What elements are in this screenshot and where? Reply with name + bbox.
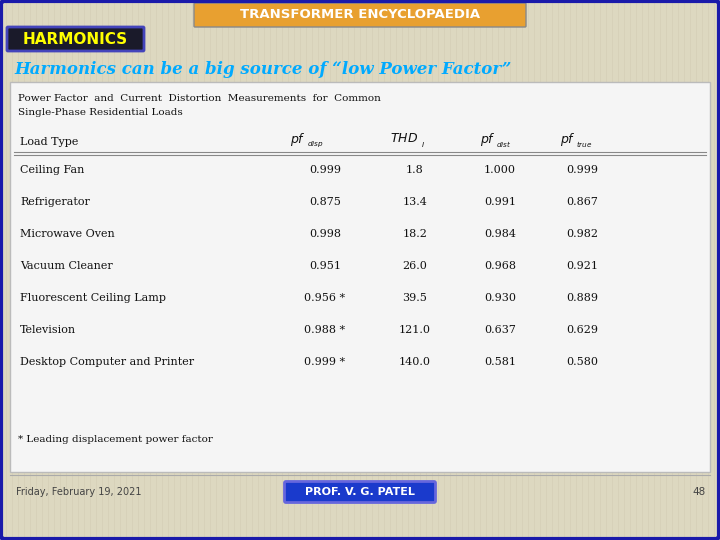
- Text: Harmonics can be a big source of “low Power Factor”: Harmonics can be a big source of “low Po…: [14, 62, 511, 78]
- Text: 0.999: 0.999: [566, 165, 598, 175]
- Text: $_{disp}$: $_{disp}$: [307, 140, 324, 150]
- Text: Desktop Computer and Printer: Desktop Computer and Printer: [20, 357, 194, 367]
- Text: Load Type: Load Type: [20, 137, 78, 147]
- Text: 0.581: 0.581: [484, 357, 516, 367]
- Text: $THD$: $THD$: [390, 132, 418, 145]
- Text: 39.5: 39.5: [402, 293, 428, 303]
- Text: Vacuum Cleaner: Vacuum Cleaner: [20, 261, 113, 271]
- Text: HARMONICS: HARMONICS: [23, 31, 128, 46]
- Text: 0.988 *: 0.988 *: [305, 325, 346, 335]
- Text: $_{I}$: $_{I}$: [421, 140, 425, 150]
- Text: PROF. V. G. PATEL: PROF. V. G. PATEL: [305, 487, 415, 497]
- Text: 0.998: 0.998: [309, 229, 341, 239]
- FancyBboxPatch shape: [10, 82, 710, 472]
- Text: Ceiling Fan: Ceiling Fan: [20, 165, 84, 175]
- FancyBboxPatch shape: [7, 27, 144, 51]
- Text: 0.991: 0.991: [484, 197, 516, 207]
- Text: 140.0: 140.0: [399, 357, 431, 367]
- Text: $_{true}$: $_{true}$: [576, 140, 593, 150]
- Text: 0.580: 0.580: [566, 357, 598, 367]
- Text: Microwave Oven: Microwave Oven: [20, 229, 114, 239]
- Text: $_{dist}$: $_{dist}$: [496, 140, 512, 150]
- FancyBboxPatch shape: [284, 482, 436, 503]
- Text: Single-Phase Residential Loads: Single-Phase Residential Loads: [18, 108, 183, 117]
- Text: 0.930: 0.930: [484, 293, 516, 303]
- Text: 121.0: 121.0: [399, 325, 431, 335]
- Text: 0.629: 0.629: [566, 325, 598, 335]
- Text: 0.889: 0.889: [566, 293, 598, 303]
- Text: Fluorescent Ceiling Lamp: Fluorescent Ceiling Lamp: [20, 293, 166, 303]
- Text: * Leading displacement power factor: * Leading displacement power factor: [18, 435, 213, 444]
- Text: 1.8: 1.8: [406, 165, 424, 175]
- Text: 0.951: 0.951: [309, 261, 341, 271]
- Text: 18.2: 18.2: [402, 229, 428, 239]
- Text: 0.999 *: 0.999 *: [305, 357, 346, 367]
- Text: 1.000: 1.000: [484, 165, 516, 175]
- Text: Television: Television: [20, 325, 76, 335]
- Text: 0.982: 0.982: [566, 229, 598, 239]
- Text: 0.968: 0.968: [484, 261, 516, 271]
- Text: $pf$: $pf$: [560, 131, 576, 147]
- Text: TRANSFORMER ENCYCLOPAEDIA: TRANSFORMER ENCYCLOPAEDIA: [240, 9, 480, 22]
- Text: 0.999: 0.999: [309, 165, 341, 175]
- Text: Friday, February 19, 2021: Friday, February 19, 2021: [16, 487, 142, 497]
- Text: Refrigerator: Refrigerator: [20, 197, 90, 207]
- Text: 0.637: 0.637: [484, 325, 516, 335]
- Text: 13.4: 13.4: [402, 197, 428, 207]
- Text: 0.956 *: 0.956 *: [305, 293, 346, 303]
- Text: 0.984: 0.984: [484, 229, 516, 239]
- Text: 0.921: 0.921: [566, 261, 598, 271]
- Text: 26.0: 26.0: [402, 261, 428, 271]
- Text: $pf$: $pf$: [480, 131, 496, 147]
- Text: $pf$: $pf$: [290, 131, 306, 147]
- Text: Power Factor  and  Current  Distortion  Measurements  for  Common: Power Factor and Current Distortion Meas…: [18, 94, 381, 103]
- Text: 0.867: 0.867: [566, 197, 598, 207]
- Text: 0.875: 0.875: [309, 197, 341, 207]
- Text: 48: 48: [693, 487, 706, 497]
- FancyBboxPatch shape: [194, 3, 526, 27]
